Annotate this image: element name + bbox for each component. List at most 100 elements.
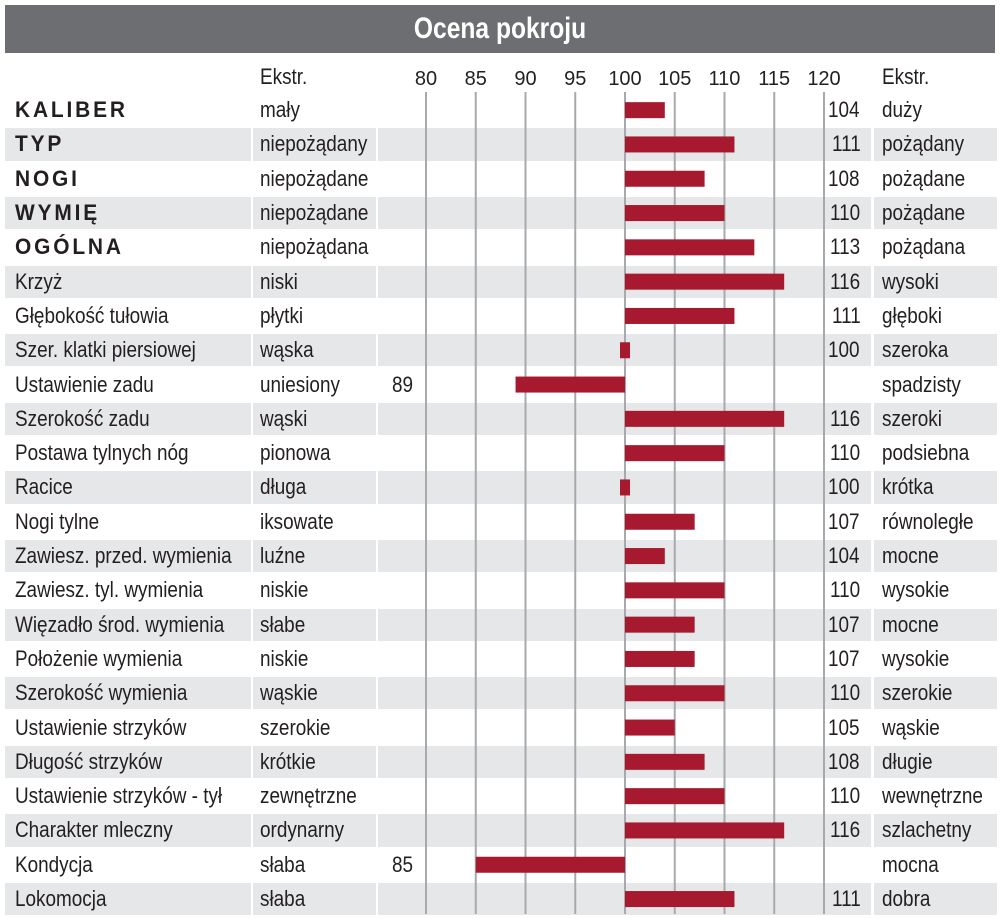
low-extreme-label: niski — [253, 265, 376, 298]
bar — [625, 650, 695, 667]
trait-name: Charakter mleczny — [5, 814, 251, 847]
value-label: 111 — [831, 886, 861, 912]
trait-name: Ustawienie strzyków — [5, 711, 251, 744]
bar — [625, 445, 725, 462]
bar — [625, 685, 725, 702]
high-extreme-label: równoległe — [874, 505, 997, 538]
value-label: 100 — [828, 474, 860, 500]
high-extreme-label: szeroka — [874, 334, 997, 367]
low-extreme-label: wąska — [253, 334, 376, 367]
low-extreme-label: wąski — [253, 402, 376, 435]
tick-label: 110 — [709, 68, 741, 90]
tick-label: 90 — [514, 68, 536, 90]
table-row: Postawa tylnych nóg pionowa 110 podsiebna — [5, 437, 997, 470]
low-extreme-label: uniesiony — [253, 368, 376, 401]
bar — [625, 891, 735, 908]
trait-name: Szerokość zadu — [5, 402, 251, 435]
high-extreme-label: duży — [874, 94, 997, 127]
high-extreme-label: mocne — [874, 539, 997, 573]
low-extreme-label: pionowa — [253, 437, 376, 470]
trait-name: Nogi tylne — [5, 505, 251, 538]
bar — [625, 513, 695, 530]
value-label: 116 — [829, 268, 861, 294]
trait-name: Zawiesz. przed. wymienia — [5, 539, 251, 573]
tick-label: 95 — [564, 68, 586, 90]
bar — [625, 205, 725, 222]
low-extreme-label: niskie — [253, 574, 376, 607]
trait-name: Kondycja — [5, 848, 251, 881]
value-label: 110 — [829, 440, 861, 466]
high-extreme-label: spadzisty — [874, 368, 997, 401]
table-row: Ustawienie zadu uniesiony 89 spadzisty — [5, 368, 997, 401]
table-row: Ustawienie strzyków - tył zewnętrzne 110 we… — [5, 780, 997, 813]
value-label: 110 — [829, 200, 861, 226]
low-extreme-label: zewnętrzne — [253, 780, 376, 813]
high-extreme-label: wysokie — [874, 642, 997, 676]
low-extreme-label: niepożądane — [253, 162, 376, 195]
table-row: Nogi tylne iksowate 107 równoległe — [5, 505, 997, 538]
bar — [625, 307, 735, 324]
high-extreme-header: Ekstr. — [882, 64, 930, 89]
value-label: 89 — [392, 371, 414, 397]
value-label: 110 — [829, 680, 861, 706]
low-extreme-label: luźne — [253, 539, 376, 573]
low-extreme-label: iksowate — [253, 505, 376, 538]
header-row: Ekstr. Ekstr. — [5, 62, 997, 92]
tick-label: 100 — [608, 68, 641, 90]
high-extreme-label: pożądane — [874, 162, 997, 195]
trait-name: Głębokość tułowia — [5, 299, 251, 333]
table-row: TYP niepożądany 111 pożądany — [5, 128, 997, 161]
value-label: 104 — [828, 97, 860, 123]
bar — [625, 410, 785, 427]
low-extreme-label: niepożądany — [253, 128, 376, 161]
tick-label: 115 — [758, 68, 790, 90]
trait-name: KALIBER — [5, 94, 251, 127]
trait-name: Położenie wymienia — [5, 642, 251, 676]
trait-name: Szer. klatki piersiowej — [5, 334, 251, 367]
high-extreme-label: szeroki — [874, 402, 997, 435]
value-label: 104 — [828, 543, 860, 569]
trait-name: WYMIĘ — [5, 196, 251, 230]
bar — [620, 479, 630, 496]
low-extreme-label: mały — [253, 94, 376, 127]
trait-name: Ustawienie zadu — [5, 368, 251, 401]
bar — [625, 788, 725, 805]
bar — [515, 376, 625, 393]
bar — [625, 102, 665, 119]
low-extreme-label: wąskie — [253, 677, 376, 710]
bar — [625, 616, 695, 633]
trait-name: Długość strzyków — [5, 745, 251, 778]
value-label: 116 — [829, 405, 861, 431]
bar — [625, 273, 785, 290]
trait-name: Ustawienie strzyków - tył — [5, 780, 251, 813]
table-row: NOGI niepożądane 108 pożądane — [5, 162, 997, 195]
value-label: 100 — [828, 337, 860, 363]
low-extreme-label: szerokie — [253, 711, 376, 744]
bar — [625, 170, 705, 187]
low-extreme-header: Ekstr. — [260, 64, 308, 89]
bar — [625, 239, 755, 256]
bar — [625, 548, 665, 565]
trait-name: Zawiesz. tyl. wymienia — [5, 574, 251, 607]
high-extreme-label: szerokie — [874, 677, 997, 710]
high-extreme-label: mocna — [874, 848, 997, 881]
value-label: 107 — [828, 645, 860, 671]
low-extreme-label: niepożądana — [253, 231, 376, 264]
high-extreme-label: krótka — [874, 471, 997, 504]
trait-name: Lokomocja — [5, 882, 251, 916]
low-extreme-label: słaba — [253, 882, 376, 916]
value-label: 85 — [392, 851, 414, 877]
high-extreme-label: pożądany — [874, 128, 997, 161]
tick-label: 85 — [465, 68, 487, 90]
low-extreme-label: słaba — [253, 848, 376, 881]
value-label: 113 — [829, 234, 861, 260]
trait-name: Więzadło środ. wymienia — [5, 608, 251, 641]
value-label: 105 — [828, 714, 860, 740]
chart-title: Ocena pokroju — [5, 5, 995, 53]
low-extreme-label: słabe — [253, 608, 376, 641]
value-label: 107 — [828, 611, 860, 637]
trait-name: TYP — [5, 128, 251, 161]
bar — [625, 822, 785, 839]
high-extreme-label: wewnętrzne — [874, 780, 997, 813]
tick-label: 80 — [415, 68, 437, 90]
